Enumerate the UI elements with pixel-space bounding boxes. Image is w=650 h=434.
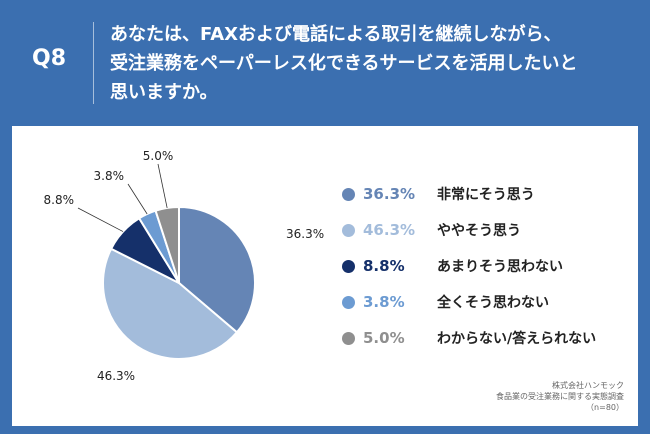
legend-label: わからない/答えられない	[437, 331, 597, 347]
legend-label: 全くそう思わない	[437, 295, 549, 311]
question-number: Q8	[32, 46, 67, 71]
data-label: 5.0%	[143, 149, 174, 163]
legend-value: 8.8%	[363, 257, 405, 275]
question-line: 受注業務をペーパーレス化できるサービスを活用したいと	[110, 53, 578, 74]
leader-line	[157, 163, 168, 209]
pie-slice	[102, 247, 239, 360]
legend-item: 3.8% 全くそう思わない	[342, 292, 596, 312]
legend-swatch	[342, 187, 355, 201]
data-label: 46.3%	[97, 369, 135, 383]
question-line: 思いますか。	[110, 82, 218, 103]
legend-item: 8.8% あまりそう思わない	[342, 256, 596, 276]
legend-swatch	[342, 259, 355, 273]
pie-chart: 36.3% 46.3% 8.8% 3.8% 5.0%	[44, 149, 325, 383]
legend-swatch	[342, 331, 355, 345]
data-label: 8.8%	[44, 193, 75, 207]
legend-value: 36.3%	[363, 185, 416, 203]
pie-slice	[178, 205, 256, 334]
question-line: あなたは、FAXおよび電話による取引を継続しながら、	[110, 24, 562, 45]
leader-line	[127, 183, 148, 215]
question-text: あなたは、FAXおよび電話による取引を継続しながら、 受注業務をペーパーレス化で…	[110, 20, 630, 107]
data-label: 36.3%	[286, 227, 324, 241]
header-divider	[93, 22, 94, 104]
legend-label: あまりそう思わない	[437, 259, 563, 275]
chart-card: 36.3% 46.3% 8.8% 3.8% 5.0% 36.3% 非常にそう思う 46.3%…	[12, 126, 638, 426]
source-line: 株式会社ハンモック	[552, 381, 624, 390]
data-label: 3.8%	[94, 169, 125, 183]
legend-label: ややそう思う	[437, 223, 521, 239]
legend-item: 46.3% ややそう思う	[342, 220, 596, 240]
legend-value: 3.8%	[363, 293, 405, 311]
legend-label: 非常にそう思う	[437, 187, 535, 203]
leader-line	[77, 207, 124, 232]
source-note: 株式会社ハンモック 食品業の受注業務に関する実態調査 （n=80）	[496, 380, 624, 413]
legend-item: 5.0% わからない/答えられない	[342, 328, 596, 348]
legend: 36.3% 非常にそう思う 46.3% ややそう思う 8.8% あまりそう思わない 3.8%…	[342, 184, 596, 364]
legend-item: 36.3% 非常にそう思う	[342, 184, 596, 204]
source-line: （n=80）	[586, 403, 624, 412]
legend-swatch	[342, 223, 355, 237]
question-header: Q8 あなたは、FAXおよび電話による取引を継続しながら、 受注業務をペーパーレ…	[0, 0, 650, 122]
legend-value: 5.0%	[363, 329, 405, 347]
legend-swatch	[342, 295, 355, 309]
legend-value: 46.3%	[363, 221, 416, 239]
source-line: 食品業の受注業務に関する実態調査	[496, 392, 624, 401]
